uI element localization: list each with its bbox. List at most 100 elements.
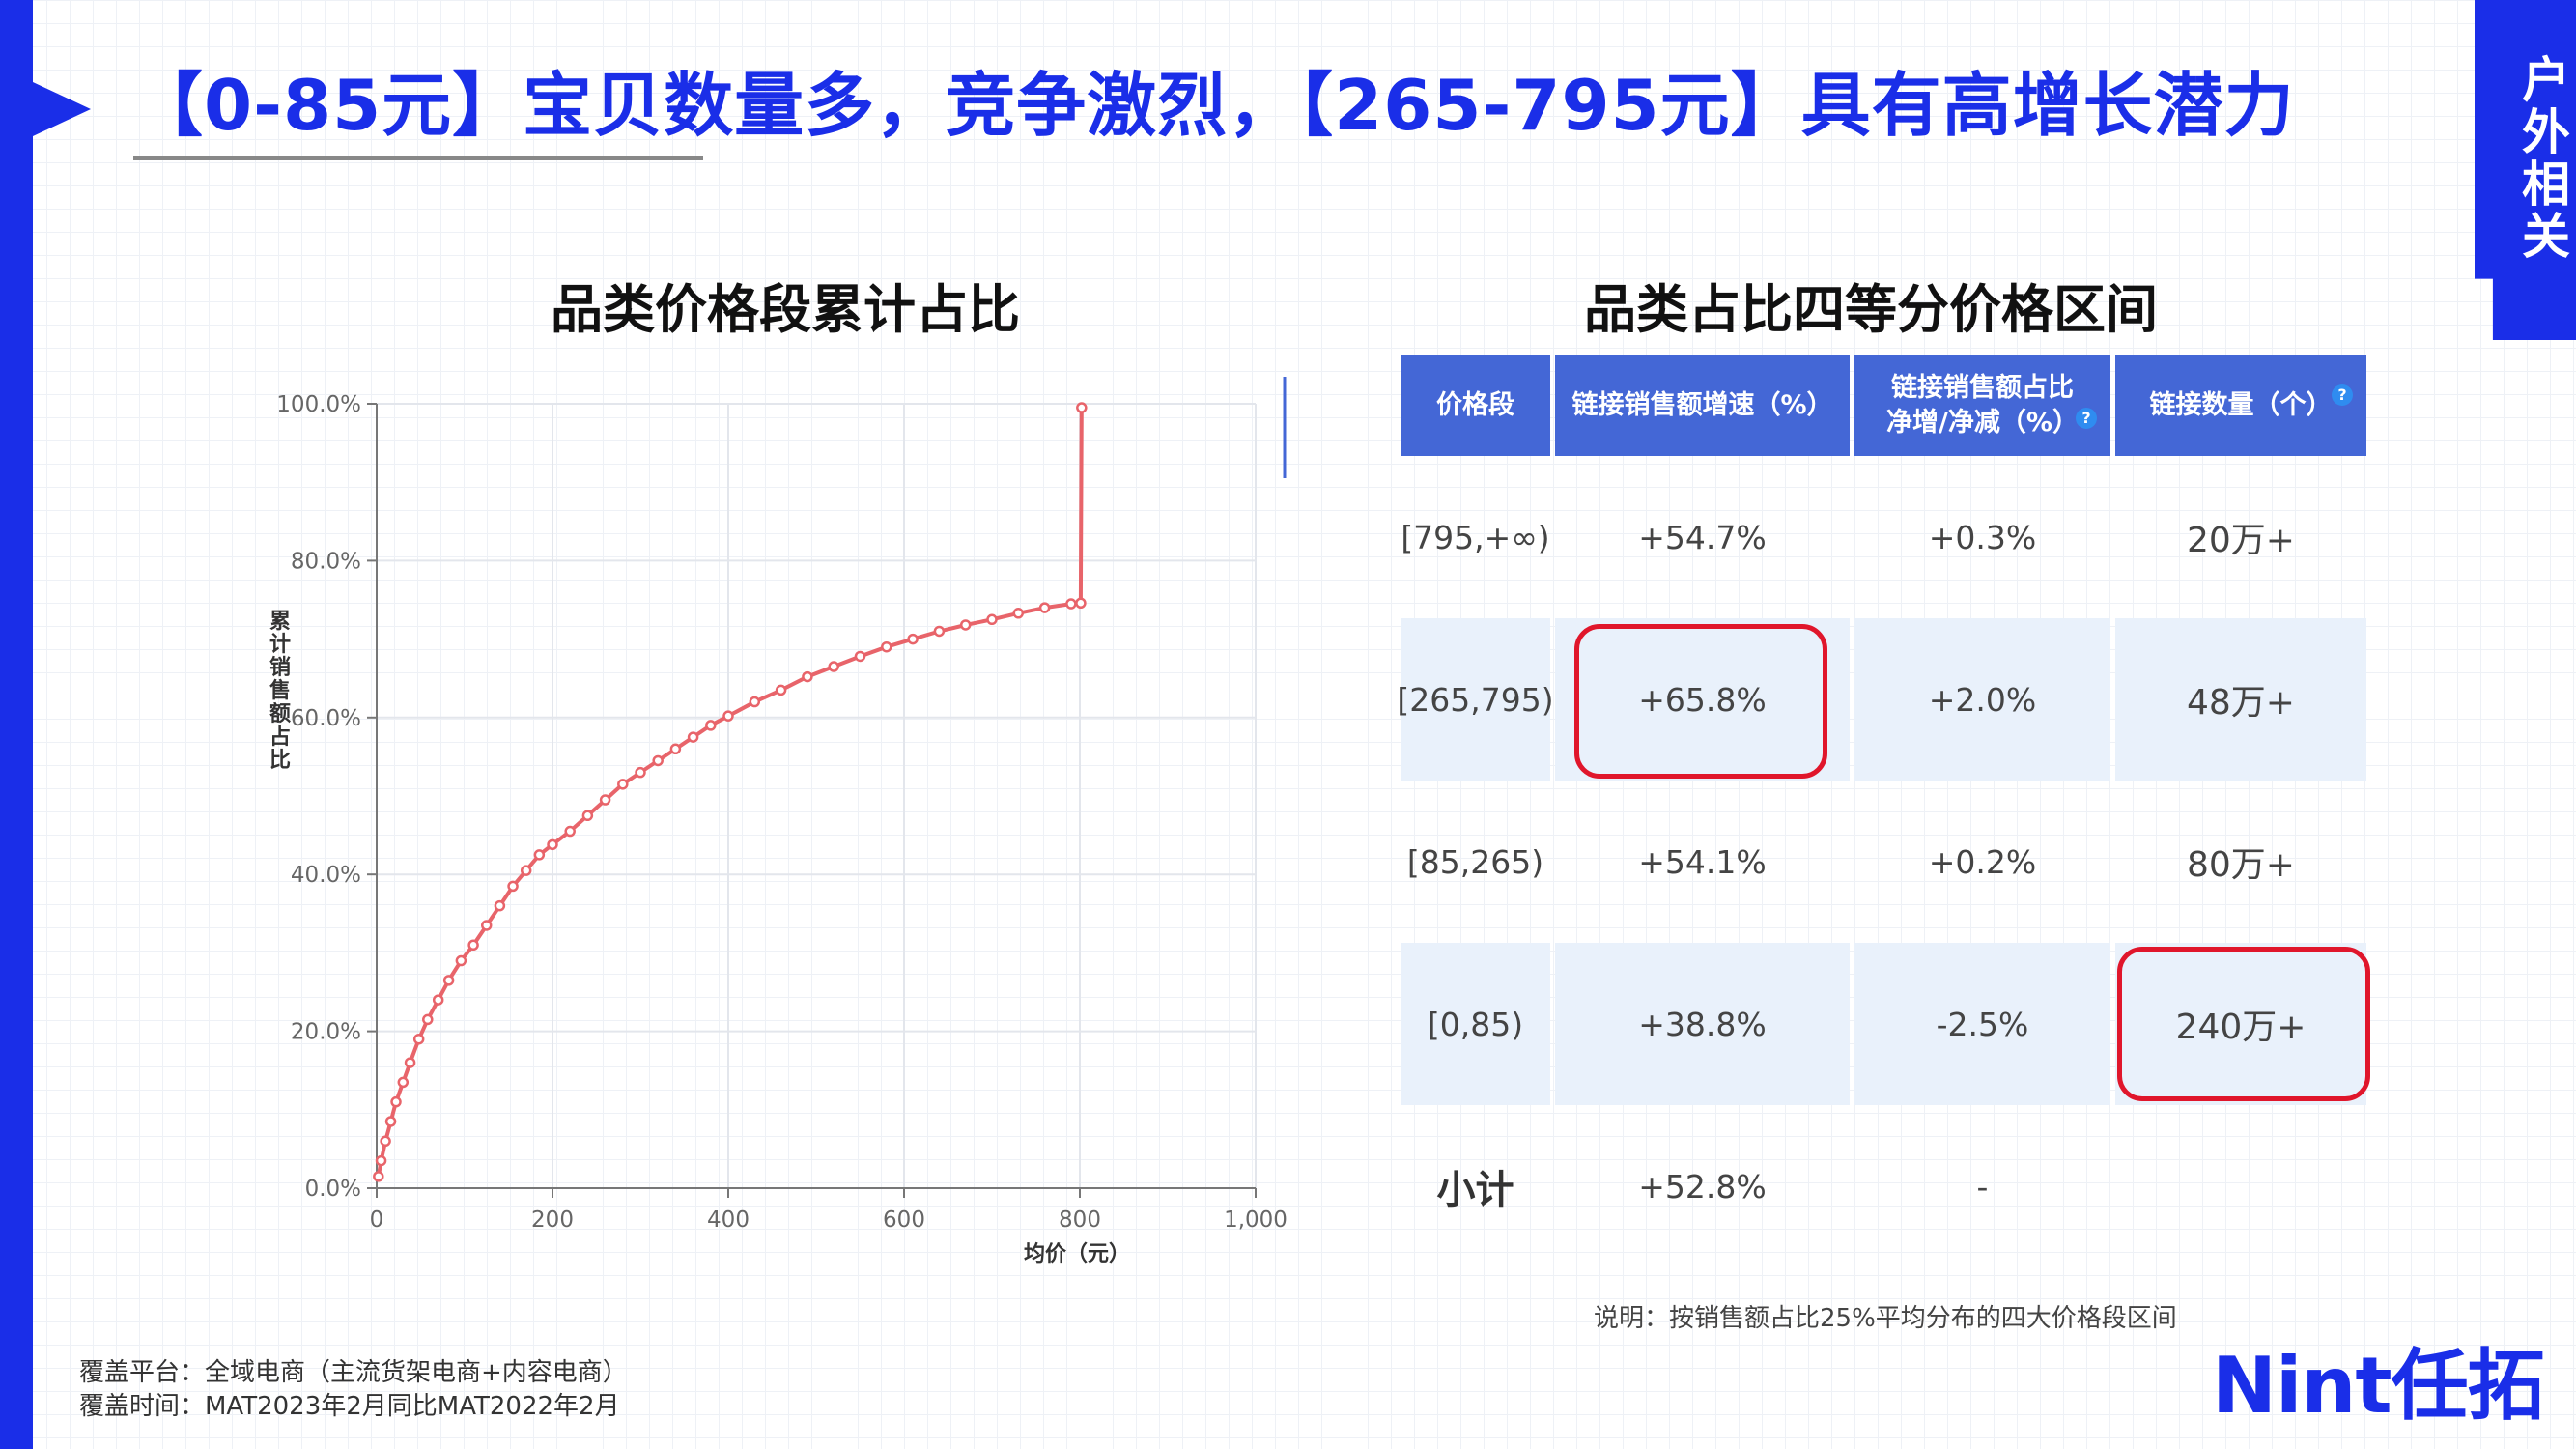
table-header-count-label: 链接数量（个） xyxy=(2149,390,2333,420)
table-note: 说明：按销售额占比25%平均分布的四大价格段区间 xyxy=(1594,1304,2177,1333)
data-point xyxy=(390,1095,402,1108)
data-point xyxy=(617,779,629,790)
subtotal-share-change: - xyxy=(1976,1167,1989,1206)
x-tick-label: 800 xyxy=(1059,1208,1101,1233)
cell-range: [0,85) xyxy=(1401,943,1550,1105)
cell-count: 48万+ xyxy=(2115,618,2366,781)
y-tick-label: 0.0% xyxy=(305,1177,361,1202)
footer-period: 覆盖时间：MAT2023年2月同比MAT2022年2月 xyxy=(79,1392,620,1421)
footer-platform: 覆盖平台：全域电商（主流货架电商+内容电商） xyxy=(79,1358,628,1387)
cell-growth: +65.8% xyxy=(1555,618,1850,781)
highlight-box-growth xyxy=(1574,624,1827,779)
left-accent-bar xyxy=(0,0,33,1449)
data-point xyxy=(599,794,611,806)
data-point xyxy=(397,1076,410,1089)
table-header-range: 价格段 xyxy=(1401,355,1550,456)
data-point xyxy=(520,865,532,876)
x-tick-label: 600 xyxy=(883,1208,925,1233)
x-tick-label: 1,000 xyxy=(1224,1208,1288,1233)
y-tick-label: 40.0% xyxy=(291,863,361,888)
cell-growth: +54.1% xyxy=(1638,842,1767,881)
x-tick-label: 0 xyxy=(370,1208,384,1233)
data-point xyxy=(404,1057,416,1068)
help-icon[interactable]: ? xyxy=(2076,408,2097,429)
cell-share-change: +0.3% xyxy=(1928,518,2037,556)
table-header-share-change-label: 链接销售额占比 净增/净减（%） xyxy=(1886,373,2079,438)
table-row: [85,265) +54.1% +0.2% 80万+ xyxy=(1401,781,2366,943)
data-point xyxy=(455,954,467,967)
table-row: [0,85) +38.8% -2.5% 240万+ xyxy=(1401,943,2366,1105)
cell-count: 80万+ xyxy=(2187,845,2295,885)
data-point xyxy=(802,670,813,683)
table-header-count: 链接数量（个）? xyxy=(2115,355,2366,456)
brand-logo: Nint任拓 xyxy=(2212,1341,2545,1431)
chart-ticks: 0.0% 20.0% 40.0% 60.0% 80.0% 100.0% 0 200 400 600… xyxy=(276,392,1288,1233)
cell-share-change: +0.2% xyxy=(1928,842,2037,881)
data-point xyxy=(635,766,646,779)
data-point xyxy=(933,625,946,638)
data-point xyxy=(1076,402,1088,413)
side-tab-label: 户外相关 xyxy=(2514,54,2570,263)
x-tick-label: 200 xyxy=(531,1208,574,1233)
chart-grid xyxy=(377,403,1257,1188)
help-icon[interactable]: ? xyxy=(2332,384,2353,406)
y-tick-label: 20.0% xyxy=(291,1020,361,1045)
data-point xyxy=(669,743,682,755)
cell-share-change: +2.0% xyxy=(1854,618,2110,781)
data-point xyxy=(1075,597,1087,609)
cell-growth: +54.7% xyxy=(1638,518,1767,556)
title-arrow-icon xyxy=(33,82,91,136)
data-point xyxy=(1038,602,1051,613)
data-point xyxy=(380,1135,391,1148)
data-point xyxy=(959,619,972,631)
data-point xyxy=(373,1171,384,1182)
data-point xyxy=(494,899,506,912)
data-point xyxy=(533,849,546,861)
data-point xyxy=(687,731,699,743)
series-line xyxy=(376,408,1084,1178)
data-point xyxy=(907,633,919,645)
data-point xyxy=(1065,598,1077,610)
x-tick-label: 400 xyxy=(707,1208,750,1233)
cell-range: [795,+∞) xyxy=(1401,518,1550,556)
data-point xyxy=(749,696,761,708)
data-point xyxy=(375,1154,387,1167)
data-point xyxy=(442,975,455,986)
chart-axes xyxy=(367,403,1257,1198)
cumulative-share-chart: 0.0% 20.0% 40.0% 60.0% 80.0% 100.0% 0 200 400 600… xyxy=(269,377,1288,1266)
table-title: 品类占比四等分价格区间 xyxy=(1584,279,2158,340)
data-point xyxy=(547,838,558,851)
data-point xyxy=(828,661,839,672)
table-row: [795,+∞) +54.7% +0.3% 20万+ xyxy=(1401,456,2366,618)
price-range-table: 价格段 链接销售额增速（%） 链接销售额占比 净增/净减（%）? 链接数量（个）… xyxy=(1397,355,2370,1283)
data-point xyxy=(384,1116,397,1127)
subtotal-growth: +52.8% xyxy=(1638,1167,1767,1206)
data-point xyxy=(722,710,734,722)
cell-count: 20万+ xyxy=(2187,521,2295,560)
highlight-box-count xyxy=(2117,947,2370,1101)
chart-series xyxy=(373,402,1088,1182)
title-underline xyxy=(133,156,703,160)
table-row: [265,795) +65.8% +2.0% 48万+ xyxy=(1397,618,2366,781)
data-point xyxy=(507,880,519,893)
data-point xyxy=(652,754,664,767)
table-header-share-change: 链接销售额占比 净增/净减（%）? xyxy=(1854,355,2110,456)
data-point xyxy=(564,825,576,838)
cell-count: 240万+ xyxy=(2115,943,2366,1105)
y-tick-label: 100.0% xyxy=(276,392,361,417)
subtotal-label: 小计 xyxy=(1436,1168,1514,1212)
cell-range: [85,265) xyxy=(1406,842,1544,881)
cell-range: [265,795) xyxy=(1397,618,1554,781)
data-point xyxy=(412,1033,425,1045)
data-point xyxy=(467,939,479,952)
table-header-growth: 链接销售额增速（%） xyxy=(1555,355,1850,456)
data-point xyxy=(986,613,998,626)
table-subtotal-row: 小计 +52.8% - xyxy=(1401,1105,2366,1267)
y-tick-label: 60.0% xyxy=(291,706,361,731)
x-axis-label: 均价（元） xyxy=(1024,1241,1130,1266)
data-point xyxy=(422,1013,434,1026)
data-point xyxy=(581,810,594,822)
data-point xyxy=(705,720,717,731)
data-point xyxy=(432,994,444,1006)
chart-title: 品类价格段累计占比 xyxy=(551,279,1020,340)
